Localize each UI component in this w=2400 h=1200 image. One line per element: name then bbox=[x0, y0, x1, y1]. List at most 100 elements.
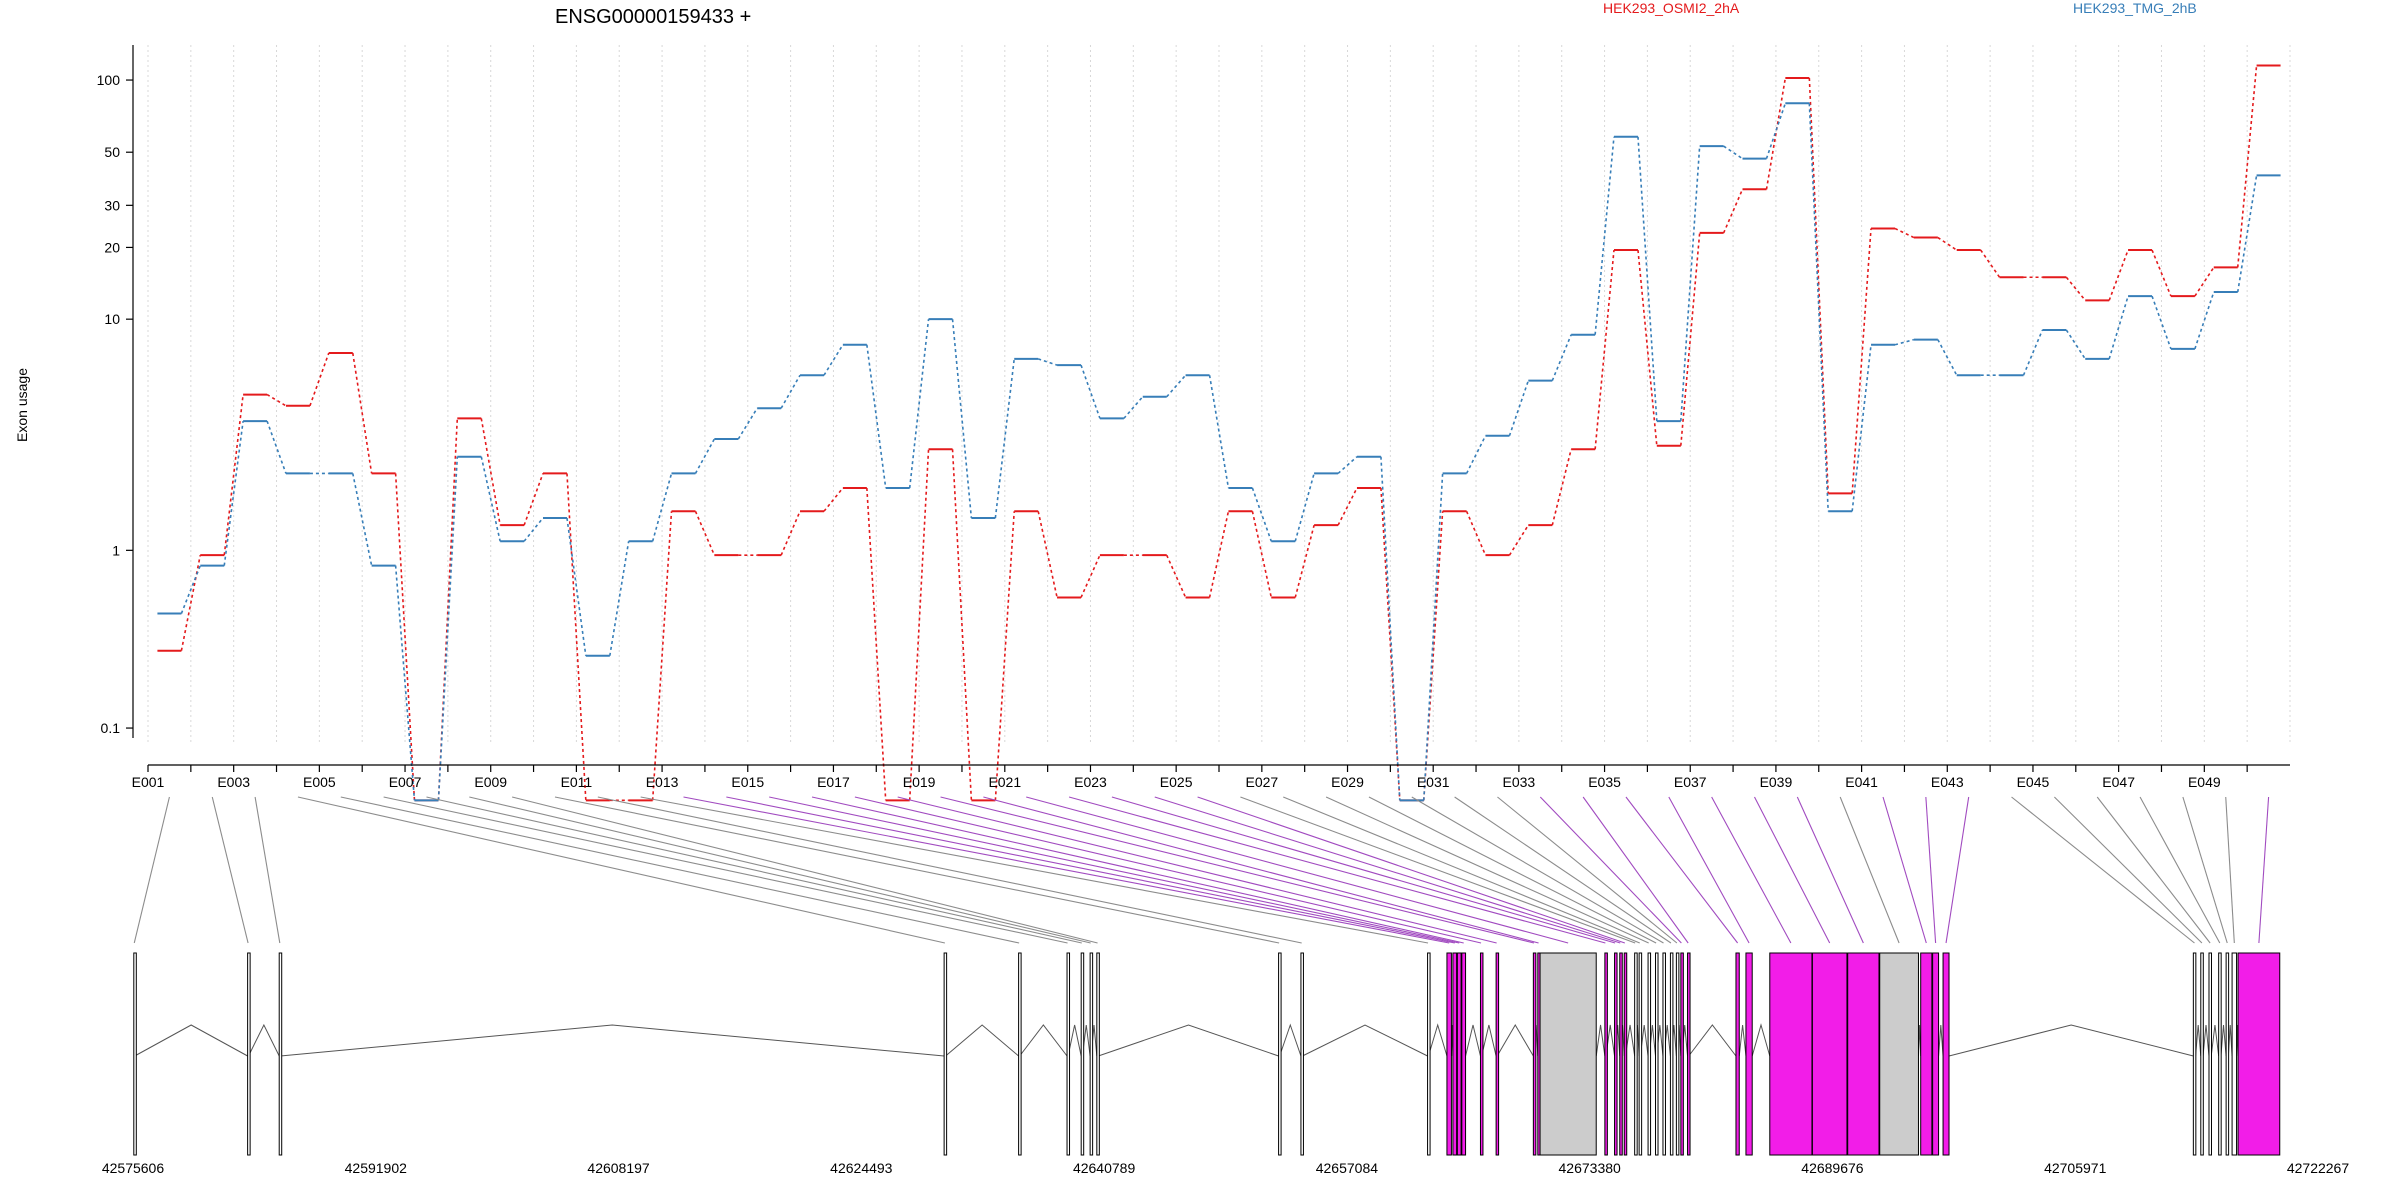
exon-connector bbox=[340, 796, 1020, 944]
exon-label: E023 bbox=[1074, 774, 1107, 790]
exon-box bbox=[1687, 952, 1691, 1156]
exon-connector bbox=[769, 796, 1460, 944]
exon-box bbox=[1655, 952, 1659, 1156]
exon-box bbox=[1096, 952, 1100, 1156]
intron-line bbox=[1427, 1023, 1448, 1057]
exon-connector bbox=[597, 796, 1302, 944]
exon-box bbox=[1623, 952, 1628, 1156]
exon-connector bbox=[940, 796, 1535, 944]
series-connector bbox=[1808, 103, 1829, 512]
exon-connector bbox=[512, 796, 1098, 944]
series-connector bbox=[394, 473, 416, 801]
series-connector bbox=[1680, 146, 1701, 422]
series-connector bbox=[908, 319, 930, 489]
series-connector bbox=[1166, 554, 1187, 598]
exon-box bbox=[1662, 952, 1666, 1156]
series-connector bbox=[566, 473, 587, 801]
series-connector bbox=[2108, 249, 2129, 301]
exon-connector bbox=[1839, 796, 1900, 944]
series-connector bbox=[1166, 374, 1187, 398]
exon-connector bbox=[1668, 796, 1750, 944]
connector-lines bbox=[133, 796, 2270, 944]
series-connector bbox=[1637, 136, 1658, 422]
series-connector bbox=[351, 473, 373, 566]
exon-connector bbox=[211, 796, 249, 944]
intron-line bbox=[1496, 1024, 1534, 1057]
exon-box bbox=[1920, 952, 1933, 1156]
exon-label: E003 bbox=[217, 774, 250, 790]
intron-line bbox=[1751, 1023, 1771, 1057]
series-connector bbox=[1465, 435, 1487, 474]
exon-label: E021 bbox=[988, 774, 1021, 790]
intron-line bbox=[1302, 1024, 1428, 1057]
series-connector bbox=[566, 517, 587, 656]
exon-box bbox=[1647, 952, 1652, 1156]
exon-box bbox=[1769, 952, 1813, 1156]
intron-line bbox=[1279, 1023, 1302, 1057]
series-connector bbox=[1337, 487, 1358, 526]
exon-box bbox=[2200, 952, 2204, 1156]
exon-label: E047 bbox=[2102, 774, 2135, 790]
exon-connector bbox=[2053, 796, 2203, 944]
exon-connector bbox=[1197, 796, 1626, 944]
exon-label: E045 bbox=[2017, 774, 2050, 790]
exon-box bbox=[1066, 952, 1071, 1156]
series-connector bbox=[1508, 380, 1530, 437]
exon-box bbox=[1427, 952, 1431, 1156]
exon-connector bbox=[2225, 796, 2235, 944]
exon-connector bbox=[1325, 796, 1649, 944]
series-connector bbox=[351, 352, 373, 474]
exon-box bbox=[2218, 952, 2222, 1156]
series-connector bbox=[2151, 249, 2172, 297]
series-connector bbox=[780, 374, 801, 409]
series-connector bbox=[1080, 554, 1101, 598]
exon-connector bbox=[1026, 796, 1569, 944]
series-connector bbox=[266, 393, 287, 407]
series-connector bbox=[1337, 456, 1358, 475]
exon-connector bbox=[1711, 796, 1792, 944]
exon-box bbox=[1619, 952, 1623, 1156]
gridlines bbox=[147, 45, 2291, 745]
intron-line bbox=[2195, 1024, 2202, 1057]
exon-box bbox=[1745, 952, 1753, 1156]
intron-line bbox=[2202, 1024, 2210, 1057]
exon-connector bbox=[383, 796, 1068, 944]
series-connector bbox=[1851, 228, 1872, 494]
series-connector bbox=[866, 344, 887, 489]
series-connector bbox=[1037, 511, 1058, 598]
series-connector bbox=[694, 510, 716, 556]
series-connector bbox=[1465, 510, 1487, 556]
exon-connector bbox=[1945, 796, 1970, 944]
exon-label: E013 bbox=[646, 774, 679, 790]
exon-box bbox=[2225, 952, 2230, 1156]
exon-connector bbox=[897, 796, 1497, 944]
exon-connector bbox=[1111, 796, 1616, 944]
exon-connector bbox=[469, 796, 1091, 944]
exon-box bbox=[1278, 952, 1282, 1156]
exon-connector bbox=[854, 796, 1482, 944]
intron-line bbox=[2220, 1024, 2227, 1057]
exon-box bbox=[1638, 952, 1643, 1156]
exon-connector bbox=[1154, 796, 1621, 944]
exon-connector bbox=[1411, 796, 1664, 944]
series-0 bbox=[157, 64, 2281, 802]
intron-line bbox=[1019, 1024, 1068, 1057]
y-tick-label: 20 bbox=[104, 239, 120, 255]
y-tick-label: 1 bbox=[112, 542, 120, 558]
exon-connector bbox=[1240, 796, 1636, 944]
exon-label: E011 bbox=[561, 774, 593, 790]
exon-label: E049 bbox=[2188, 774, 2221, 790]
exon-box bbox=[1532, 952, 1537, 1156]
coordinate-label: 42689676 bbox=[1801, 1160, 1864, 1176]
series-connector bbox=[2236, 175, 2258, 293]
series-connector bbox=[1422, 473, 1444, 801]
y-tick-label: 0.1 bbox=[101, 720, 121, 736]
exon-connector bbox=[426, 796, 1082, 944]
exon-box bbox=[1634, 952, 1638, 1156]
intron-line bbox=[1688, 1024, 1737, 1057]
series-connector bbox=[994, 358, 1016, 519]
series-connector bbox=[780, 510, 801, 556]
series-connector bbox=[480, 418, 501, 526]
series-connector bbox=[437, 418, 459, 801]
exon-label: E027 bbox=[1245, 774, 1278, 790]
